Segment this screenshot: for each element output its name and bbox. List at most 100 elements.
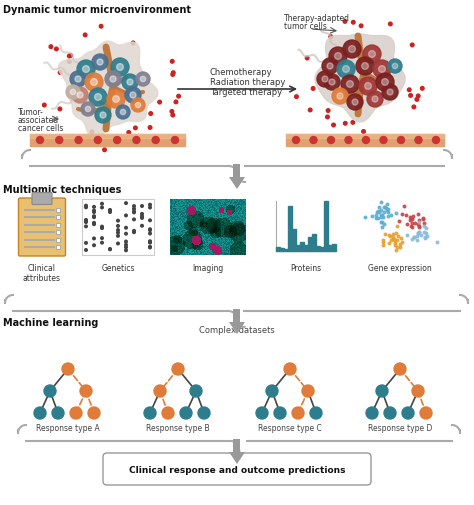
Point <box>401 203 408 211</box>
Circle shape <box>343 21 346 24</box>
Point <box>392 230 400 238</box>
Circle shape <box>149 113 153 116</box>
Circle shape <box>107 91 125 109</box>
Point <box>387 236 395 244</box>
Text: cancer cells: cancer cells <box>18 124 64 133</box>
Point <box>414 229 422 237</box>
Circle shape <box>81 103 95 117</box>
Polygon shape <box>315 35 405 123</box>
Point <box>378 224 385 232</box>
Circle shape <box>125 215 128 217</box>
Point <box>375 204 383 212</box>
Point <box>393 244 401 252</box>
Circle shape <box>70 90 76 95</box>
Point <box>408 223 415 231</box>
Circle shape <box>363 137 370 144</box>
FancyBboxPatch shape <box>32 193 52 205</box>
Text: Dynamic tumor microenvironment: Dynamic tumor microenvironment <box>3 5 191 15</box>
Circle shape <box>133 137 140 144</box>
Circle shape <box>95 94 101 101</box>
Text: Proteins: Proteins <box>291 264 321 273</box>
Circle shape <box>49 46 53 49</box>
Circle shape <box>337 94 343 100</box>
Polygon shape <box>58 42 158 139</box>
Circle shape <box>136 73 150 87</box>
Point <box>390 233 397 241</box>
Circle shape <box>415 98 419 102</box>
Circle shape <box>310 137 317 144</box>
Bar <box>304 245 308 251</box>
Bar <box>56 245 60 249</box>
Circle shape <box>136 103 141 109</box>
Point <box>420 220 428 228</box>
Circle shape <box>117 235 119 238</box>
Point <box>392 210 400 218</box>
Point <box>433 238 440 246</box>
Circle shape <box>387 90 393 96</box>
Circle shape <box>97 60 103 66</box>
Circle shape <box>99 25 103 29</box>
Circle shape <box>351 21 355 25</box>
Circle shape <box>154 385 166 397</box>
Circle shape <box>284 363 296 375</box>
Circle shape <box>274 407 286 419</box>
Point <box>372 212 380 220</box>
Circle shape <box>198 407 210 419</box>
Point <box>389 231 397 239</box>
Circle shape <box>149 242 151 244</box>
Bar <box>312 234 316 251</box>
Circle shape <box>133 230 135 233</box>
Point <box>409 216 416 224</box>
Circle shape <box>86 142 90 145</box>
Point <box>379 214 387 222</box>
Circle shape <box>85 207 87 209</box>
Circle shape <box>384 407 396 419</box>
Circle shape <box>372 97 378 103</box>
Circle shape <box>127 131 130 135</box>
Point <box>415 223 422 231</box>
Circle shape <box>141 213 143 216</box>
Circle shape <box>420 407 432 419</box>
Circle shape <box>305 57 309 61</box>
Circle shape <box>131 42 135 45</box>
Circle shape <box>125 241 128 243</box>
Circle shape <box>125 88 141 104</box>
Point <box>377 199 385 207</box>
Circle shape <box>367 92 383 108</box>
FancyBboxPatch shape <box>18 198 65 257</box>
Circle shape <box>256 407 268 419</box>
Circle shape <box>392 64 398 70</box>
Circle shape <box>105 72 121 88</box>
Circle shape <box>89 89 107 107</box>
Circle shape <box>362 130 365 134</box>
Point <box>385 231 393 239</box>
Bar <box>30 135 185 147</box>
Point <box>410 234 418 242</box>
Point <box>397 234 405 242</box>
Text: Tumor-: Tumor- <box>18 108 44 117</box>
Point <box>380 209 388 217</box>
Circle shape <box>111 59 129 77</box>
Polygon shape <box>234 310 240 322</box>
Circle shape <box>109 248 111 251</box>
Point <box>415 229 422 237</box>
Point <box>373 208 381 216</box>
Point <box>415 211 422 219</box>
Point <box>379 239 387 247</box>
Circle shape <box>359 25 363 29</box>
Bar <box>288 207 292 251</box>
Circle shape <box>171 114 174 118</box>
Circle shape <box>125 249 128 252</box>
Circle shape <box>56 137 63 144</box>
Circle shape <box>100 113 106 119</box>
Circle shape <box>327 64 333 70</box>
Circle shape <box>66 86 80 100</box>
Circle shape <box>100 242 103 244</box>
Polygon shape <box>229 452 245 464</box>
Circle shape <box>341 76 359 94</box>
Point <box>406 217 413 225</box>
Circle shape <box>329 36 333 39</box>
Circle shape <box>149 204 151 207</box>
Circle shape <box>412 385 424 397</box>
Circle shape <box>120 110 126 116</box>
